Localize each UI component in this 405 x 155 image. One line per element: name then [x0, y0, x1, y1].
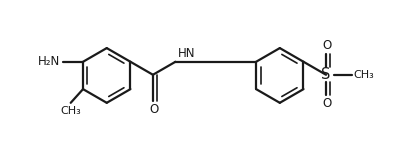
Text: O: O: [322, 39, 331, 52]
Text: HN: HN: [177, 47, 195, 60]
Text: O: O: [322, 97, 331, 110]
Text: S: S: [321, 67, 331, 82]
Text: O: O: [149, 104, 158, 117]
Text: CH₃: CH₃: [60, 106, 81, 115]
Text: H₂N: H₂N: [38, 55, 60, 68]
Text: CH₃: CH₃: [354, 70, 374, 80]
